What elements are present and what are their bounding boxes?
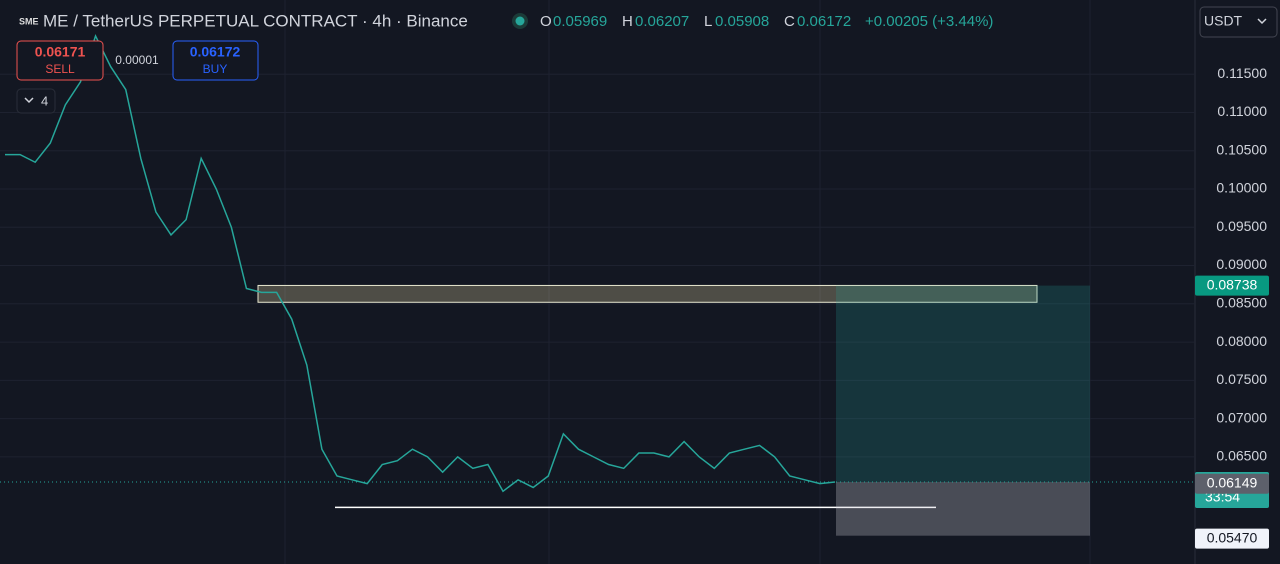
y-tick-label: 0.08000 — [1216, 333, 1267, 349]
symbol: ME / TetherUS PERPETUAL CONTRACT · 4h · … — [43, 11, 468, 30]
price-tag — [1195, 528, 1269, 549]
change: +0.00205 (+3.44%) — [865, 13, 993, 30]
chevron — [24, 97, 34, 104]
c-label: C — [784, 13, 795, 30]
l-label: L — [704, 13, 712, 30]
currency: USDT — [1204, 13, 1243, 29]
open: 0.05969 — [553, 13, 607, 30]
h-label: H — [622, 13, 633, 30]
logo: SME — [19, 16, 39, 26]
indicators-toggle[interactable] — [16, 88, 56, 114]
price-tag-label: 0.08738 — [1207, 276, 1258, 292]
chevron — [1257, 18, 1267, 25]
status-dot-inner — [515, 16, 525, 26]
indicator-count: 4 — [41, 93, 48, 108]
o-label: O — [540, 13, 552, 30]
sell-price: 0.06171 — [35, 44, 86, 60]
buy-button[interactable] — [172, 40, 259, 81]
low: 0.05908 — [715, 13, 769, 30]
close: 0.06172 — [797, 13, 851, 30]
y-tick-label: 0.11000 — [1217, 103, 1267, 119]
profit-zone — [836, 285, 1090, 482]
price-tag — [1195, 275, 1269, 296]
buy-price: 0.06172 — [190, 44, 241, 60]
price-tag — [1195, 473, 1269, 494]
y-tick-label: 0.10000 — [1216, 180, 1267, 196]
currency-select[interactable] — [1199, 6, 1278, 38]
y-tick-label: 0.08500 — [1216, 295, 1267, 311]
high: 0.06207 — [635, 13, 689, 30]
sell-label: SELL — [45, 62, 75, 76]
spread: 0.00001 — [115, 53, 159, 67]
y-tick-label: 0.09500 — [1216, 218, 1267, 234]
y-tick-label: 0.09000 — [1216, 256, 1267, 272]
price-line-series — [5, 33, 836, 493]
y-tick-label: 0.10500 — [1216, 141, 1267, 157]
loss-zone — [836, 481, 1090, 536]
price-tag-label: 0.06149 — [1207, 474, 1258, 490]
y-tick-label: 0.07500 — [1216, 371, 1267, 387]
y-tick-label: 0.11500 — [1217, 65, 1267, 81]
sell-button[interactable] — [16, 40, 104, 81]
vertical-grid — [284, 0, 1091, 564]
range-zone — [257, 284, 1038, 303]
price-tag-label: 0.05470 — [1207, 529, 1258, 545]
y-tick-label: 0.07000 — [1216, 409, 1267, 425]
y-tick-label: 0.06500 — [1216, 448, 1267, 464]
buy-label: BUY — [203, 62, 228, 76]
